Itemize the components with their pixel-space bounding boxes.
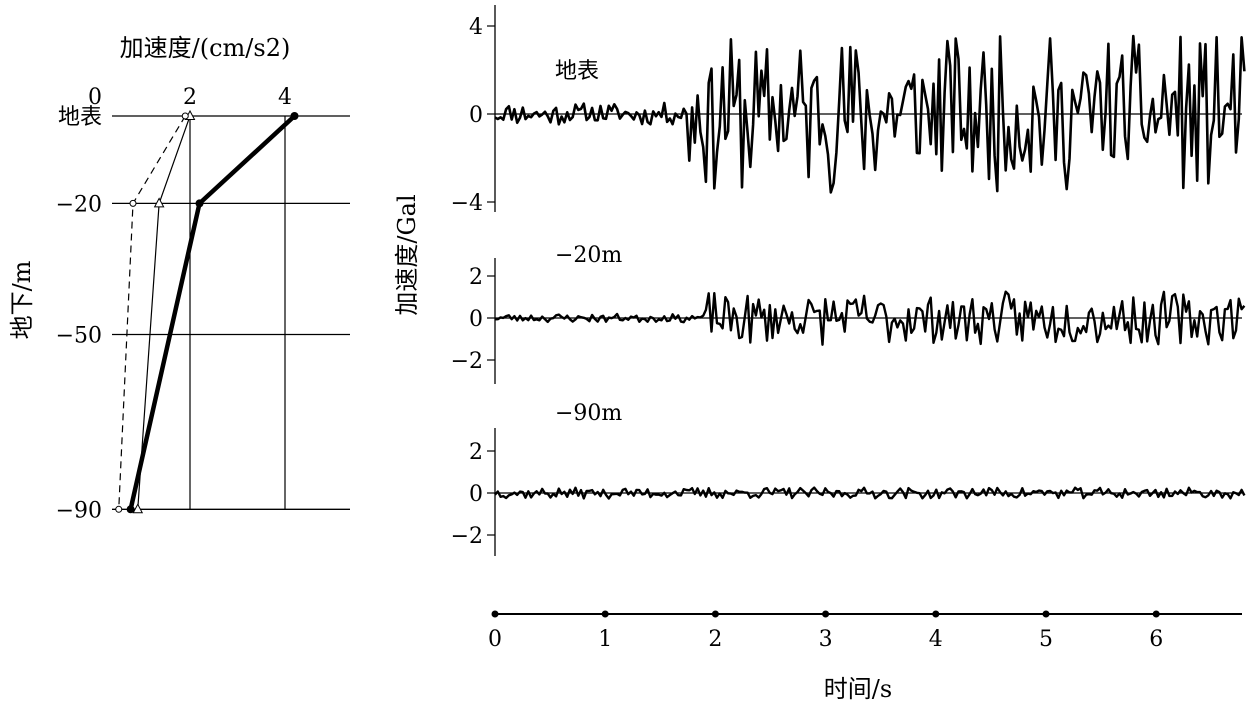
profile-point xyxy=(153,197,165,208)
acceleration-trace xyxy=(494,290,1246,346)
profile-point xyxy=(126,505,135,514)
time-tick-label: 6 xyxy=(1149,627,1163,652)
panel-2: 2 0 −2 −20m xyxy=(451,243,1246,384)
depth-tick-label: 地表 xyxy=(58,105,102,130)
panel-y-tick-label: −4 xyxy=(451,191,483,216)
time-tick-dot xyxy=(822,610,830,618)
profile-point xyxy=(129,199,137,207)
left-x-axis-label: 加速度/(cm/s2) xyxy=(120,34,291,62)
profile-point xyxy=(132,503,144,514)
right-y-axis-label: 加速度/Gal xyxy=(393,194,421,315)
left-y-axis-label: 地下/m xyxy=(8,260,36,339)
time-tick-label: 4 xyxy=(929,627,943,652)
acceleration-trace xyxy=(494,34,1246,194)
profile-line-thick-solid xyxy=(128,114,297,510)
accel-tick-label: 0 xyxy=(88,85,102,110)
right-x-axis-label: 时间/s xyxy=(824,675,892,703)
left-tick-labels: 地表 −20 −50 −90 0 2 4 xyxy=(56,85,292,523)
panel-3: 2 0 −2 −90m xyxy=(451,401,1246,556)
time-tick-label: 0 xyxy=(488,627,502,652)
time-tick-dot xyxy=(491,610,499,618)
panel-label: −90m xyxy=(555,401,622,426)
time-tick-dot xyxy=(1042,610,1050,618)
acceleration-panels: 4 0 −4 地表 2 0 −2 −20m 2 0 −2 −90m xyxy=(451,5,1246,556)
depth-tick-label: −90 xyxy=(56,498,102,523)
depth-tick-label: −20 xyxy=(56,192,102,217)
profile-point xyxy=(115,505,123,513)
panel-y-tick-label: 0 xyxy=(469,103,483,128)
time-axis: 0 1 2 3 4 5 6 xyxy=(488,610,1242,652)
panel-y-tick-label: 4 xyxy=(469,15,483,40)
left-gridlines xyxy=(112,115,350,510)
time-tick-label: 2 xyxy=(708,627,722,652)
time-tick-dot xyxy=(601,610,609,618)
acceleration-trace xyxy=(494,486,1246,500)
panel-y-tick-label: −2 xyxy=(451,524,483,549)
panel-y-tick-label: 0 xyxy=(469,307,483,332)
profile-point xyxy=(181,112,189,120)
panel-y-tick-label: 2 xyxy=(469,265,483,290)
accel-tick-label: 2 xyxy=(183,85,197,110)
panel-label: 地表 xyxy=(555,59,599,84)
time-tick-dot xyxy=(932,610,940,618)
panel-label: −20m xyxy=(555,243,622,268)
time-tick-label: 1 xyxy=(598,627,612,652)
panel-y-tick-label: 2 xyxy=(469,440,483,465)
profile-point xyxy=(195,199,204,208)
profile-point xyxy=(290,112,299,120)
accel-tick-label: 4 xyxy=(278,85,292,110)
depth-profile-chart: 加速度/(cm/s2) 地下/m 地表 −20 −50 −90 0 2 4 xyxy=(8,34,350,523)
panel-1: 4 0 −4 地表 xyxy=(451,5,1246,216)
panel-y-tick-label: −2 xyxy=(451,349,483,374)
time-tick-dot xyxy=(1152,610,1160,618)
time-tick-dot xyxy=(711,610,719,618)
time-tick-label: 3 xyxy=(819,627,833,652)
time-history-chart: 加速度/Gal 时间/s 4 0 −4 地表 2 0 −2 −20m 2 0 −2 −90m 0 1 2 3… xyxy=(393,5,1246,703)
left-series-lines xyxy=(115,109,299,514)
depth-tick-label: −50 xyxy=(56,324,102,349)
panel-y-tick-label: 0 xyxy=(469,482,483,507)
time-tick-label: 5 xyxy=(1039,627,1053,652)
